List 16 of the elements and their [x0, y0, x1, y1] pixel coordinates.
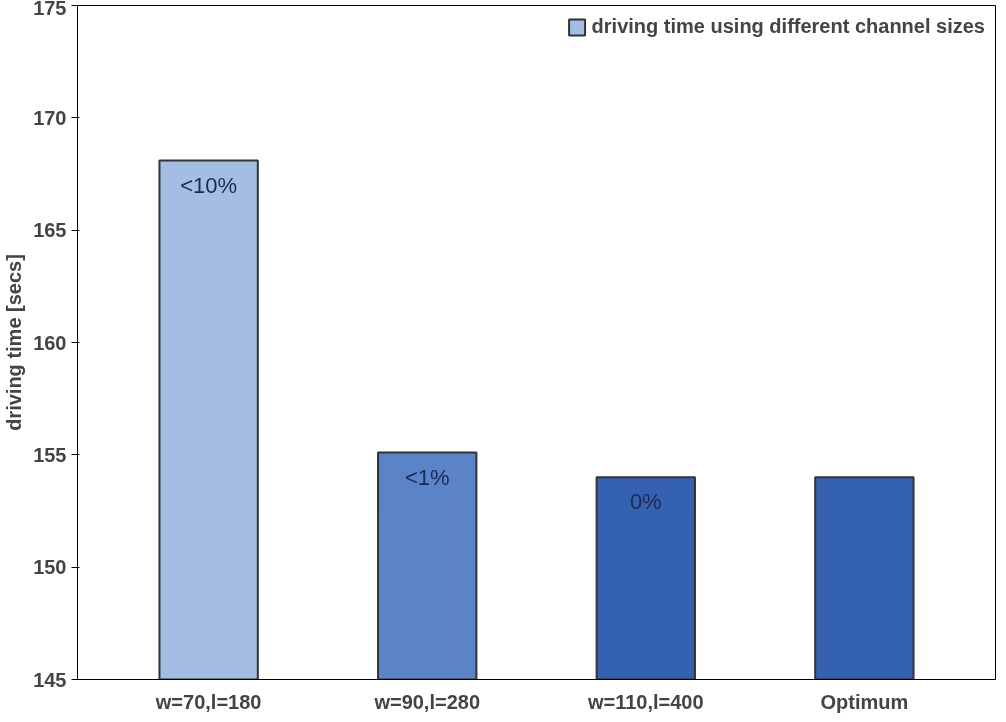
y-tick-label: 155 — [33, 443, 67, 466]
y-tick-label: 165 — [33, 219, 67, 242]
y-tick-label: 175 — [33, 0, 67, 19]
y-axis-title: driving time [secs] — [3, 254, 26, 431]
y-tick-label: 160 — [33, 331, 67, 354]
x-tick-label: w=110,l=400 — [586, 690, 704, 713]
y-tick-label: 170 — [33, 106, 67, 129]
annotation: <1% — [404, 464, 450, 490]
y-tick-label: 150 — [33, 556, 67, 579]
x-tick-label: Optimum — [820, 690, 909, 713]
x-tick-label: w=90,l=280 — [373, 690, 481, 713]
legend-label: driving time using different channel sizes — [591, 15, 985, 38]
x-tick-label: w=70,l=180 — [154, 690, 262, 713]
y-tick-label: 145 — [33, 668, 67, 691]
annotation: 0% — [629, 489, 662, 515]
annotation: <10% — [180, 172, 238, 198]
